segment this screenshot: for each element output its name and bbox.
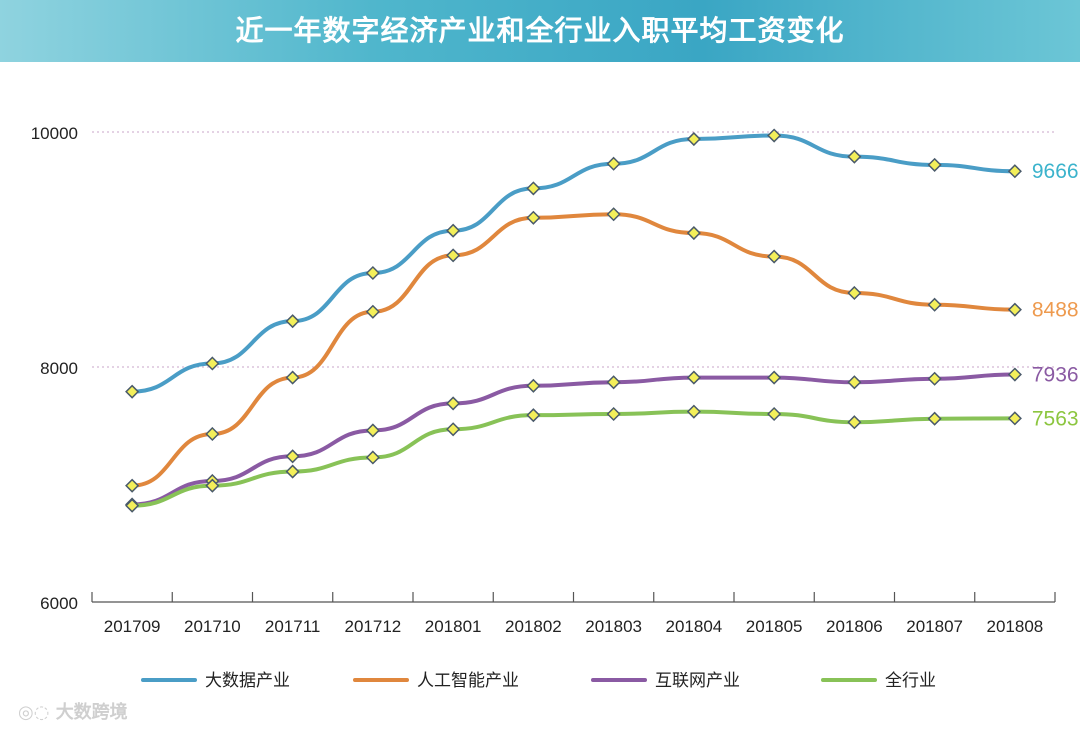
- data-point-marker: [125, 384, 140, 399]
- data-point-marker: [446, 396, 461, 411]
- data-point-marker: [125, 498, 140, 513]
- x-tick-label: 201802: [505, 617, 562, 636]
- data-point-marker: [606, 406, 621, 422]
- data-point-marker: [285, 314, 300, 329]
- series-2: 7936: [125, 364, 1079, 512]
- data-point-marker: [767, 370, 782, 385]
- data-point-marker: [446, 223, 461, 238]
- data-point-marker: [446, 248, 461, 263]
- data-point-marker: [847, 149, 862, 164]
- data-point-marker: [686, 225, 701, 241]
- data-point-marker: [767, 128, 782, 143]
- watermark: ◎◌ 大数跨境: [18, 698, 128, 724]
- end-value-label: 8488: [1032, 299, 1079, 322]
- legend-item: 人工智能产业: [353, 671, 519, 691]
- data-point-marker: [446, 422, 461, 437]
- watermark-icon: ◎◌: [18, 702, 56, 723]
- data-point-marker: [365, 423, 380, 438]
- data-point-marker: [847, 285, 862, 301]
- end-value-label: 7563: [1032, 407, 1079, 430]
- series-3: 7563: [125, 404, 1079, 513]
- data-point-marker: [285, 370, 300, 385]
- data-point-marker: [1007, 164, 1022, 179]
- data-point-marker: [526, 378, 541, 393]
- legend-label: 互联网产业: [655, 671, 740, 691]
- data-point-marker: [1007, 411, 1022, 426]
- chart-title: 近一年数字经济产业和全行业入职平均工资变化: [235, 14, 845, 47]
- series-line: [130, 372, 1017, 507]
- data-point-marker: [365, 304, 380, 319]
- data-point-marker: [205, 356, 220, 371]
- series-line: [130, 133, 1017, 394]
- legend-label: 全行业: [885, 671, 936, 691]
- legend-item: 互联网产业: [591, 671, 740, 691]
- title-bar: 近一年数字经济产业和全行业入职平均工资变化: [0, 0, 1080, 62]
- legend: 大数据产业 人工智能产业 互联网产业 全行业: [141, 671, 936, 691]
- data-point-marker: [205, 478, 220, 493]
- x-tick-label: 201807: [906, 617, 963, 636]
- x-tick-label: 201803: [585, 617, 642, 636]
- data-point-marker: [1007, 302, 1022, 317]
- data-point-marker: [686, 370, 701, 385]
- data-point-marker: [526, 408, 541, 423]
- gridlines: [92, 131, 1055, 368]
- series-group: 9666 8488 7936 7563: [125, 128, 1079, 513]
- data-point-marker: [205, 426, 220, 442]
- y-tick-label: 6000: [40, 594, 78, 613]
- data-point-marker: [526, 181, 541, 196]
- data-point-marker: [767, 249, 782, 264]
- end-value-label: 9666: [1032, 160, 1079, 183]
- data-point-marker: [285, 449, 300, 464]
- legend-label: 人工智能产业: [417, 671, 519, 691]
- data-point-marker: [285, 464, 300, 479]
- x-tick-label: 201804: [666, 617, 723, 636]
- data-point-marker: [125, 478, 140, 493]
- data-point-marker: [686, 131, 701, 147]
- data-point-marker: [1007, 367, 1022, 382]
- data-point-marker: [606, 207, 621, 222]
- data-point-marker: [526, 210, 541, 225]
- data-point-marker: [847, 375, 862, 390]
- x-tick-label: 201712: [345, 617, 402, 636]
- x-tick-label: 201805: [746, 617, 803, 636]
- data-point-marker: [847, 415, 862, 430]
- series-1: 8488: [125, 207, 1079, 493]
- data-point-marker: [686, 404, 701, 419]
- data-point-marker: [927, 157, 942, 172]
- x-tick-label: 201806: [826, 617, 883, 636]
- end-value-label: 7936: [1032, 364, 1079, 387]
- data-point-marker: [767, 406, 782, 422]
- series-line: [130, 409, 1017, 508]
- watermark-text: 大数跨境: [55, 702, 128, 723]
- x-tick-label: 201711: [265, 617, 320, 636]
- data-point-marker: [927, 411, 942, 426]
- x-tick-label: 201801: [425, 617, 482, 636]
- y-tick-label: 10000: [31, 124, 78, 143]
- data-point-marker: [927, 297, 942, 312]
- data-point-marker: [365, 265, 380, 281]
- data-point-marker: [606, 375, 621, 390]
- data-point-marker: [365, 450, 380, 465]
- axes: 6000 8000 10000 201709 201710 201711 201712 201…: [31, 124, 1056, 636]
- legend-item: 大数据产业: [141, 671, 290, 691]
- x-tick-label: 201808: [987, 617, 1044, 636]
- legend-label: 大数据产业: [205, 671, 290, 691]
- legend-item: 全行业: [821, 671, 936, 691]
- series-line: [130, 212, 1017, 488]
- y-tick-label: 8000: [40, 359, 78, 378]
- data-point-marker: [606, 156, 621, 171]
- data-point-marker: [927, 371, 942, 386]
- x-tick-label: 201709: [104, 617, 161, 636]
- series-0: 9666: [125, 128, 1079, 399]
- x-tick-label: 201710: [184, 617, 241, 636]
